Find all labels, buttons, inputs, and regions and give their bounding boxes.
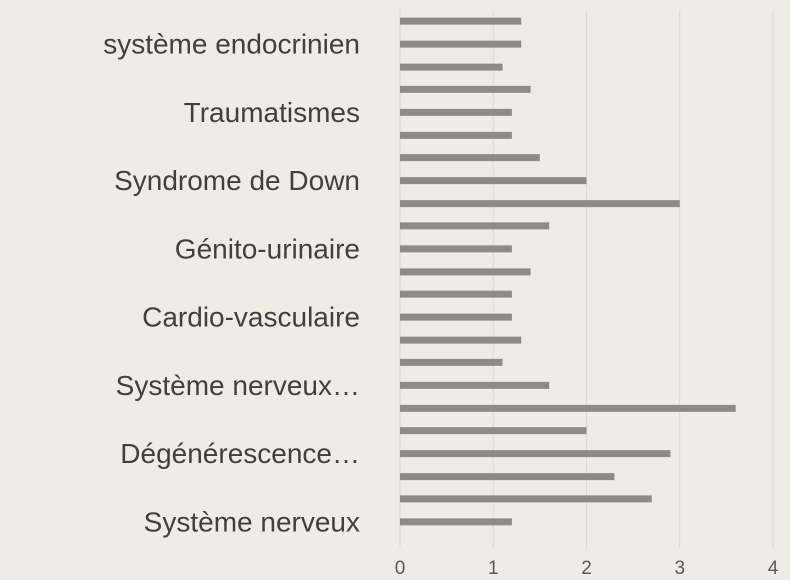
x-tick-label: 4 [768, 558, 779, 579]
bar [400, 358, 503, 366]
bar [400, 404, 736, 412]
y-tick-label: système endocrinien [103, 29, 360, 60]
bar [400, 336, 522, 344]
bar [400, 473, 615, 481]
y-tick-label: Génito-urinaire [175, 233, 360, 264]
bar [400, 290, 512, 298]
bar [400, 17, 522, 25]
x-tick-label: 2 [581, 558, 592, 579]
bar [400, 131, 512, 139]
y-tick-label: Syndrome de Down [114, 165, 360, 196]
bar [400, 495, 652, 503]
bar [400, 200, 680, 208]
bar [400, 177, 587, 185]
y-tick-label: Système nerveux… [116, 370, 360, 401]
x-tick-label: 0 [395, 558, 406, 579]
bar [400, 518, 512, 526]
bar [400, 427, 587, 435]
bar [400, 268, 531, 276]
bar [400, 85, 531, 93]
bar [400, 154, 540, 162]
y-tick-label: Traumatismes [184, 97, 360, 128]
y-tick-label: Cardio-vasculaire [142, 302, 360, 333]
bar [400, 40, 522, 48]
bar [400, 381, 550, 389]
y-tick-label: Dégénérescence… [120, 438, 360, 469]
bar [400, 222, 550, 230]
bar [400, 63, 503, 71]
bar [400, 108, 512, 116]
bar [400, 245, 512, 253]
x-tick-label: 1 [488, 558, 499, 579]
y-tick-label: Système nerveux [144, 506, 360, 537]
bar [400, 450, 671, 458]
bar [400, 313, 512, 321]
x-tick-label: 3 [674, 558, 685, 579]
